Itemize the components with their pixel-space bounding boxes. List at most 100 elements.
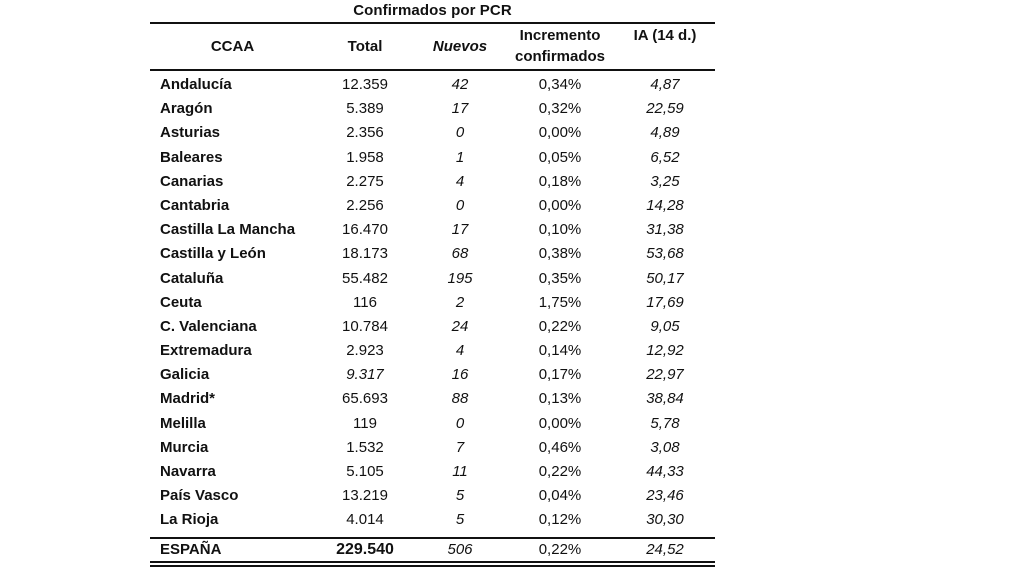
ia-cell: 14,28 xyxy=(646,196,684,214)
header-ia: IA (14 d.) xyxy=(633,27,697,44)
ia-cell: 17,69 xyxy=(646,293,684,311)
region-name: Melilla xyxy=(160,414,206,432)
table-row: Cantabria 2.256 0 0,00% 14,28 xyxy=(150,192,715,216)
nuevos-cell: 0 xyxy=(455,124,465,142)
ia-cell: 12,92 xyxy=(646,342,684,360)
total-cell: 5.389 xyxy=(346,100,384,118)
incremento-cell: 0,05% xyxy=(538,148,582,166)
header-incremento-line1: Incremento xyxy=(519,27,601,44)
table-row: Baleares 1.958 1 0,05% 6,52 xyxy=(150,144,715,168)
region-name: Castilla y León xyxy=(160,245,266,263)
total-cell: 2.923 xyxy=(346,342,384,360)
total-incremento: 0,22% xyxy=(538,541,582,558)
total-cell: 1.532 xyxy=(346,438,384,456)
table-row: País Vasco 13.219 5 0,04% 23,46 xyxy=(150,482,715,506)
nuevos-cell: 17 xyxy=(451,100,469,118)
bottom-rule xyxy=(150,561,715,563)
table-row: Murcia 1.532 7 0,46% 3,08 xyxy=(150,434,715,458)
nuevos-cell: 11 xyxy=(452,463,468,480)
incremento-cell: 0,32% xyxy=(538,100,582,118)
incremento-cell: 0,34% xyxy=(538,76,582,93)
ia-cell: 4,87 xyxy=(650,76,680,93)
nuevos-cell: 4 xyxy=(455,342,465,360)
total-cell: 1.958 xyxy=(346,148,384,166)
ia-cell: 30,30 xyxy=(646,511,684,529)
total-rule xyxy=(150,537,715,539)
total-cell: 12.359 xyxy=(342,76,388,93)
header-nuevos: Nuevos xyxy=(432,38,488,55)
region-name: Aragón xyxy=(160,100,213,118)
pcr-table: Confirmados por PCR CCAA Total Nuevos In… xyxy=(150,0,715,576)
total-cell: 55.482 xyxy=(342,269,388,287)
nuevos-cell: 0 xyxy=(455,196,465,214)
region-name: C. Valenciana xyxy=(160,317,257,335)
ia-cell: 53,68 xyxy=(646,245,684,263)
nuevos-cell: 24 xyxy=(451,317,469,335)
table-row: Melilla 119 0 0,00% 5,78 xyxy=(150,410,715,434)
incremento-cell: 0,12% xyxy=(538,511,582,529)
region-name: País Vasco xyxy=(160,487,239,505)
ia-cell: 38,84 xyxy=(646,390,684,408)
nuevos-cell: 16 xyxy=(451,366,469,384)
table-row: Madrid* 65.693 88 0,13% 38,84 xyxy=(150,385,715,409)
incremento-cell: 0,10% xyxy=(538,221,582,239)
incremento-cell: 0,18% xyxy=(538,172,582,190)
region-name: Cantabria xyxy=(160,196,230,214)
nuevos-cell: 7 xyxy=(455,438,465,456)
region-name: Castilla La Mancha xyxy=(160,221,296,239)
incremento-cell: 0,22% xyxy=(538,463,582,480)
nuevos-cell: 42 xyxy=(451,76,469,93)
header-incremento: Incremento confirmados xyxy=(505,25,615,67)
total-cell: 10.784 xyxy=(342,317,388,335)
total-cell: 5.105 xyxy=(346,463,384,480)
region-name: Murcia xyxy=(160,438,209,456)
nuevos-cell: 0 xyxy=(455,414,465,432)
region-name: Navarra xyxy=(160,463,216,480)
nuevos-cell: 5 xyxy=(455,511,465,529)
bottom-double-rule xyxy=(150,565,715,567)
header-ccaa: CCAA xyxy=(210,38,255,55)
nuevos-cell: 2 xyxy=(455,293,465,311)
total-total: 229.540 xyxy=(336,541,394,558)
ia-cell: 23,46 xyxy=(646,487,684,505)
ia-cell: 22,97 xyxy=(646,366,684,384)
ia-cell: 50,17 xyxy=(646,269,684,287)
nuevos-cell: 68 xyxy=(451,245,469,263)
table-row: Galicia 9.317 16 0,17% 22,97 xyxy=(150,361,715,385)
incremento-cell: 0,14% xyxy=(538,342,582,360)
incremento-cell: 0,38% xyxy=(538,245,582,263)
table-row: Castilla y León 18.173 68 0,38% 53,68 xyxy=(150,240,715,264)
region-name: Asturias xyxy=(160,124,221,142)
incremento-cell: 0,00% xyxy=(538,124,582,142)
total-ia: 24,52 xyxy=(646,541,684,558)
top-rule xyxy=(150,22,715,24)
table-caption: Confirmados por PCR xyxy=(353,2,512,19)
total-row: ESPAÑA 229.540 506 0,22% 24,52 xyxy=(150,539,715,561)
table-row: Castilla La Mancha 16.470 17 0,10% 31,38 xyxy=(150,216,715,240)
table-row: Aragón 5.389 17 0,32% 22,59 xyxy=(150,95,715,119)
nuevos-cell: 1 xyxy=(455,148,465,166)
total-cell: 2.275 xyxy=(346,172,384,190)
nuevos-cell: 4 xyxy=(455,172,465,190)
total-cell: 2.256 xyxy=(346,196,384,214)
total-cell: 13.219 xyxy=(342,487,388,505)
table-row: La Rioja 4.014 5 0,12% 30,30 xyxy=(150,506,715,530)
header-rule xyxy=(150,69,715,71)
region-name: Galicia xyxy=(160,366,210,384)
table-row: Asturias 2.356 0 0,00% 4,89 xyxy=(150,119,715,143)
incremento-cell: 0,17% xyxy=(538,366,582,384)
table-row: Andalucía 12.359 42 0,34% 4,87 xyxy=(150,71,715,95)
table-row: Cataluña 55.482 195 0,35% 50,17 xyxy=(150,265,715,289)
total-cell: 116 xyxy=(353,293,377,311)
nuevos-cell: 5 xyxy=(455,487,465,505)
table-row: C. Valenciana 10.784 24 0,22% 9,05 xyxy=(150,313,715,337)
table-row: Navarra 5.105 11 0,22% 44,33 xyxy=(150,458,715,482)
table-row: Canarias 2.275 4 0,18% 3,25 xyxy=(150,168,715,192)
region-name: Extremadura xyxy=(160,342,252,360)
total-cell: 65.693 xyxy=(342,390,388,408)
total-cell: 119 xyxy=(353,414,377,432)
incremento-cell: 0,00% xyxy=(538,414,582,432)
region-name: Madrid* xyxy=(160,390,216,408)
total-cell: 2.356 xyxy=(346,124,384,142)
nuevos-cell: 88 xyxy=(451,390,469,408)
